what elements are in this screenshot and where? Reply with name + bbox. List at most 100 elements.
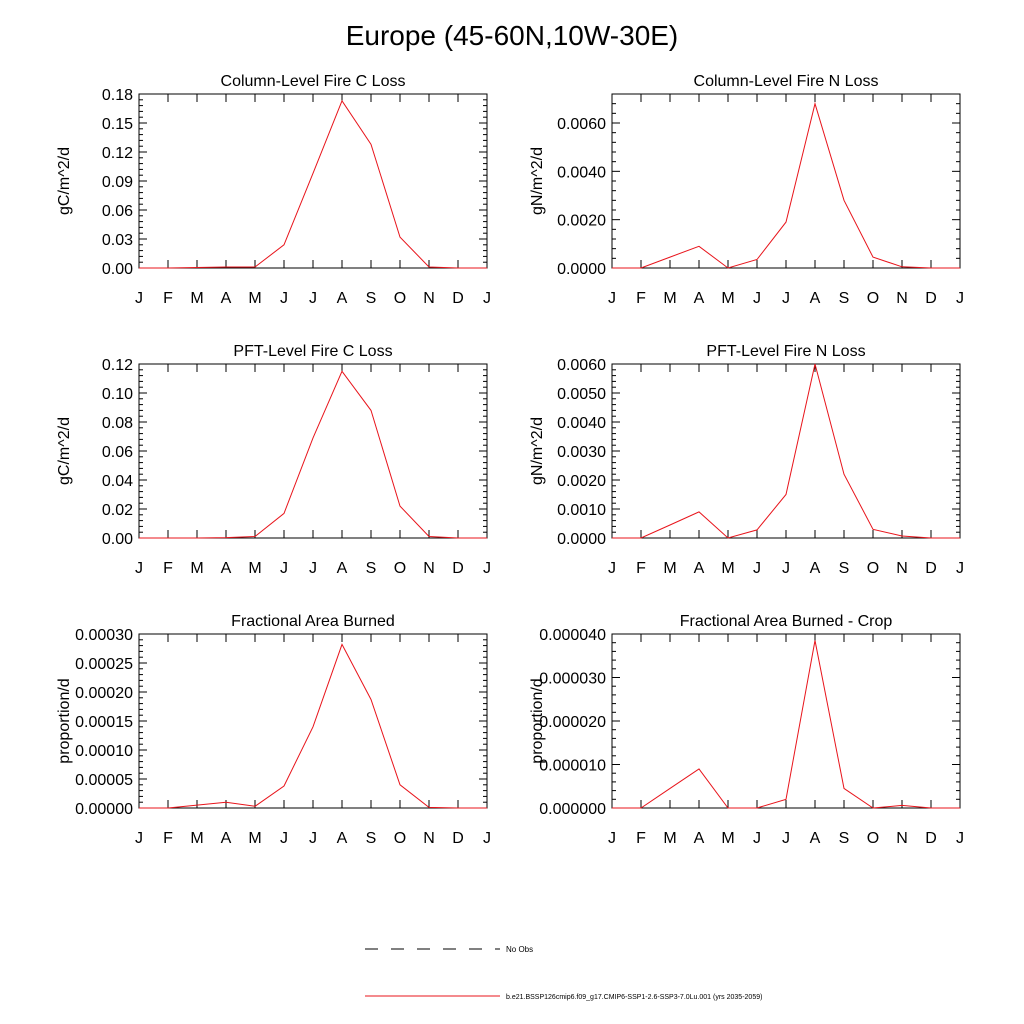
x-tick-label: J [782, 830, 790, 847]
y-axis-label: proportion/d [529, 678, 546, 763]
x-tick-label: N [896, 830, 908, 847]
x-tick-label: J [309, 560, 317, 577]
series-line [139, 370, 487, 539]
x-tick-label: J [483, 290, 491, 307]
x-tick-label: J [956, 560, 964, 577]
x-tick-label: J [309, 830, 317, 847]
y-tick-label: 0.10 [102, 386, 133, 403]
x-tick-label: J [608, 830, 616, 847]
x-tick-label: M [721, 290, 734, 307]
y-axis-label: proportion/d [56, 678, 73, 763]
y-tick-label: 0.00025 [75, 656, 133, 673]
y-tick-label: 0.00010 [75, 743, 133, 760]
x-tick-label: D [925, 290, 937, 307]
x-tick-label: D [452, 560, 464, 577]
y-tick-label: 0.00020 [75, 685, 133, 702]
x-tick-label: F [163, 290, 173, 307]
x-tick-label: S [839, 290, 850, 307]
y-tick-label: 0.0060 [557, 357, 606, 374]
y-tick-label: 0.0000 [557, 261, 606, 278]
plot-frame [611, 633, 961, 809]
x-tick-label: A [694, 830, 705, 847]
x-tick-label: J [483, 830, 491, 847]
x-tick-label: O [867, 290, 879, 307]
legend-label-case: b.e21.BSSP126cmip6.f09_g17.CMIP6-SSP1-2.… [506, 994, 762, 1001]
series-line [612, 640, 960, 809]
y-tick-label: 0.12 [102, 145, 133, 162]
plot-frame [138, 363, 488, 539]
y-tick-label: 0.06 [102, 444, 133, 461]
x-tick-label: A [810, 560, 821, 577]
x-tick-label: M [190, 560, 203, 577]
y-tick-label: 0.0010 [557, 502, 606, 519]
x-tick-label: F [163, 560, 173, 577]
x-tick-label: N [423, 290, 435, 307]
x-tick-label: J [135, 560, 143, 577]
x-tick-label: A [337, 290, 348, 307]
series-line [139, 643, 487, 809]
plot-frame [138, 633, 488, 809]
panel-title: PFT-Level Fire C Loss [233, 343, 392, 360]
x-tick-label: S [366, 560, 377, 577]
panel-title: Fractional Area Burned [231, 613, 395, 630]
x-tick-label: S [839, 560, 850, 577]
x-tick-label: J [753, 290, 761, 307]
x-tick-label: F [636, 560, 646, 577]
y-tick-label: 0.00015 [75, 714, 133, 731]
x-tick-label: D [452, 830, 464, 847]
panel-title: Column-Level Fire C Loss [221, 73, 406, 90]
x-tick-label: A [694, 290, 705, 307]
y-axis-label: gN/m^2/d [529, 417, 546, 485]
y-axis-label: gC/m^2/d [56, 417, 73, 485]
x-tick-label: N [896, 290, 908, 307]
x-tick-label: J [753, 560, 761, 577]
y-tick-label: 0.0050 [557, 386, 606, 403]
x-tick-label: D [925, 560, 937, 577]
y-tick-label: 0.000020 [539, 714, 606, 731]
x-tick-label: F [636, 830, 646, 847]
x-tick-label: O [867, 830, 879, 847]
x-tick-label: S [366, 830, 377, 847]
series-line [612, 363, 960, 539]
x-tick-label: J [753, 830, 761, 847]
x-tick-label: S [366, 290, 377, 307]
plot-frame [611, 93, 961, 269]
x-tick-label: O [394, 830, 406, 847]
x-tick-label: J [608, 560, 616, 577]
x-tick-label: N [423, 830, 435, 847]
y-tick-label: 0.18 [102, 87, 133, 104]
x-tick-label: A [694, 560, 705, 577]
x-tick-label: O [867, 560, 879, 577]
y-tick-label: 0.0060 [557, 116, 606, 133]
y-tick-label: 0.0000 [557, 531, 606, 548]
y-tick-label: 0.12 [102, 357, 133, 374]
x-tick-label: J [608, 290, 616, 307]
y-tick-label: 0.00005 [75, 772, 133, 789]
x-tick-label: N [423, 560, 435, 577]
x-tick-label: J [309, 290, 317, 307]
y-axis-label: gN/m^2/d [529, 147, 546, 215]
y-tick-label: 0.02 [102, 502, 133, 519]
y-tick-label: 0.000030 [539, 671, 606, 688]
y-tick-label: 0.03 [102, 232, 133, 249]
series-line [612, 101, 960, 269]
figure-title: Europe (45-60N,10W-30E) [345, 20, 679, 51]
x-tick-label: J [956, 830, 964, 847]
y-tick-label: 0.00000 [75, 801, 133, 818]
y-tick-label: 0.04 [102, 473, 133, 490]
y-tick-label: 0.00 [102, 261, 133, 278]
plot-frame [611, 363, 961, 539]
x-tick-label: O [394, 560, 406, 577]
x-tick-label: M [663, 830, 676, 847]
x-tick-label: J [135, 290, 143, 307]
panel-title: Fractional Area Burned - Crop [680, 613, 893, 630]
x-tick-label: M [248, 560, 261, 577]
x-tick-label: M [248, 290, 261, 307]
x-tick-label: M [721, 830, 734, 847]
x-tick-label: M [663, 290, 676, 307]
y-tick-label: 0.15 [102, 116, 133, 133]
x-tick-label: M [190, 830, 203, 847]
x-tick-label: A [221, 830, 232, 847]
x-tick-label: A [810, 830, 821, 847]
